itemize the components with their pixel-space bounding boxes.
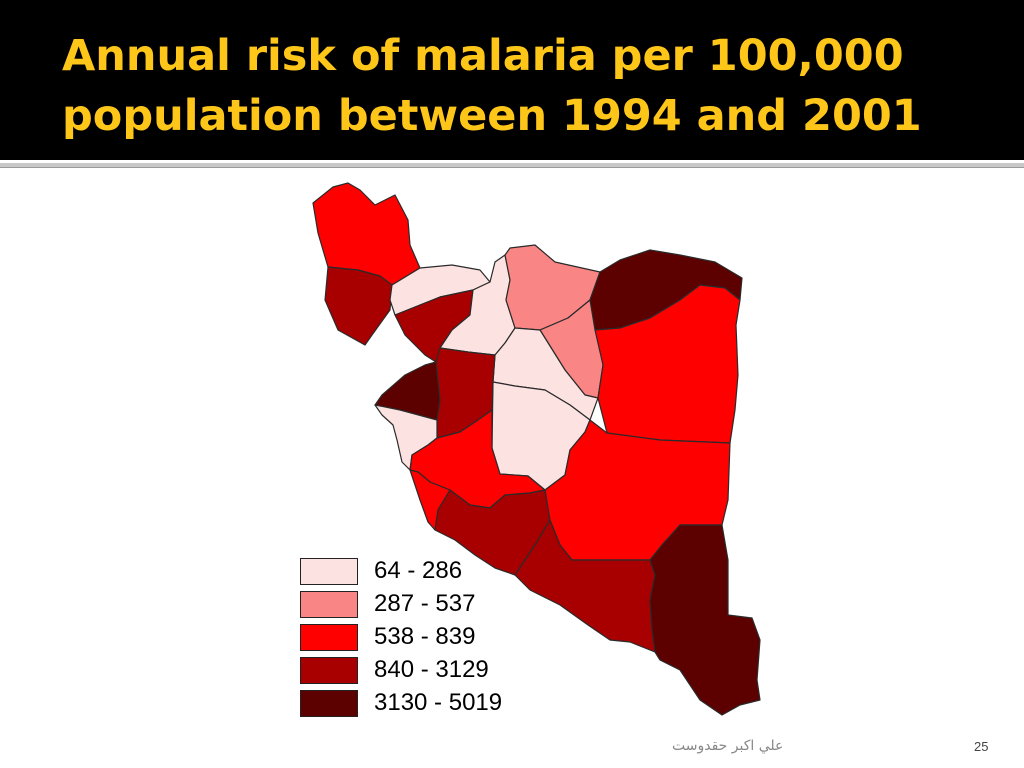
legend-swatch xyxy=(300,624,358,651)
province-northwest-mid xyxy=(324,266,393,346)
legend-item: 3130 - 5019 xyxy=(300,688,560,721)
province-southeast xyxy=(649,524,761,716)
footer-author: علي اكبر حقدوست xyxy=(672,738,784,754)
legend-swatch xyxy=(300,591,358,618)
legend-label: 538 - 839 xyxy=(374,623,476,650)
legend-label: 840 - 3129 xyxy=(374,656,489,683)
legend-item: 287 - 537 xyxy=(300,589,560,622)
title-divider xyxy=(0,163,1024,168)
slide-title: Annual risk of malaria per 100,000 popul… xyxy=(62,31,922,141)
legend-swatch xyxy=(300,690,358,717)
legend-swatch xyxy=(300,558,358,585)
map-legend: 64 - 286 287 - 537 538 - 839 840 - 3129 … xyxy=(300,556,560,721)
legend-item: 538 - 839 xyxy=(300,622,560,655)
legend-swatch xyxy=(300,657,358,684)
legend-item: 840 - 3129 xyxy=(300,655,560,688)
legend-label: 64 - 286 xyxy=(374,557,463,584)
title-bar: Annual risk of malaria per 100,000 popul… xyxy=(0,0,1024,160)
legend-label: 3130 - 5019 xyxy=(374,689,503,716)
legend-item: 64 - 286 xyxy=(300,556,560,589)
province-east xyxy=(594,284,741,444)
legend-label: 287 - 537 xyxy=(374,590,476,617)
page-number: 25 xyxy=(974,739,989,754)
